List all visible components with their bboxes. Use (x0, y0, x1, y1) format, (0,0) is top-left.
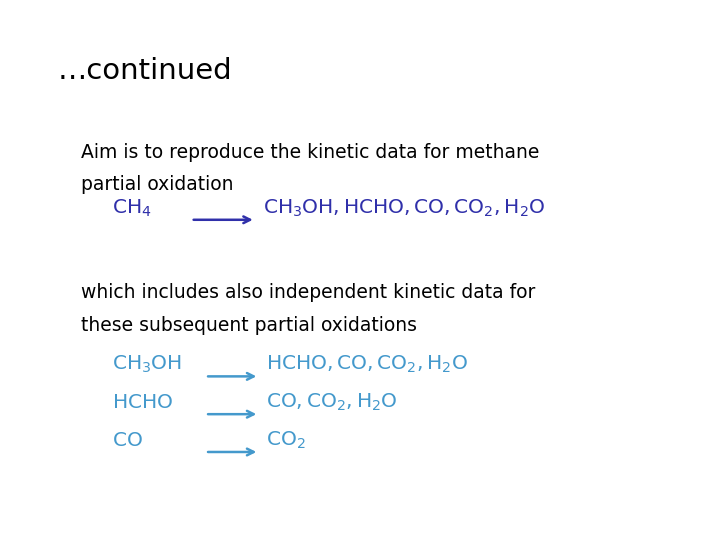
Text: Aim is to reproduce the kinetic data for methane: Aim is to reproduce the kinetic data for… (81, 143, 540, 162)
Text: $\mathregular{CO, CO_2, H_2O}$: $\mathregular{CO, CO_2, H_2O}$ (266, 392, 398, 413)
Text: $\mathregular{CH_4}$: $\mathregular{CH_4}$ (112, 197, 151, 219)
Text: $\mathregular{HCHO}$: $\mathregular{HCHO}$ (112, 393, 173, 411)
Text: $\mathregular{CH_3}$$\mathregular{OH, HCHO, CO, CO_2, H_2O}$: $\mathregular{CH_3}$$\mathregular{OH, HC… (263, 197, 545, 219)
Text: $\mathregular{CO}$: $\mathregular{CO}$ (112, 430, 143, 449)
Text: $\mathregular{HCHO, CO, CO_2, H_2O}$: $\mathregular{HCHO, CO, CO_2, H_2O}$ (266, 354, 469, 375)
Text: which includes also independent kinetic data for: which includes also independent kinetic … (81, 284, 536, 302)
Text: these subsequent partial oxidations: these subsequent partial oxidations (81, 316, 418, 335)
Text: $\mathregular{CH_3OH}$: $\mathregular{CH_3OH}$ (112, 354, 181, 375)
Text: $\mathregular{CO_2}$: $\mathregular{CO_2}$ (266, 429, 306, 451)
Text: partial oxidation: partial oxidation (81, 176, 234, 194)
Text: …continued: …continued (58, 57, 233, 85)
